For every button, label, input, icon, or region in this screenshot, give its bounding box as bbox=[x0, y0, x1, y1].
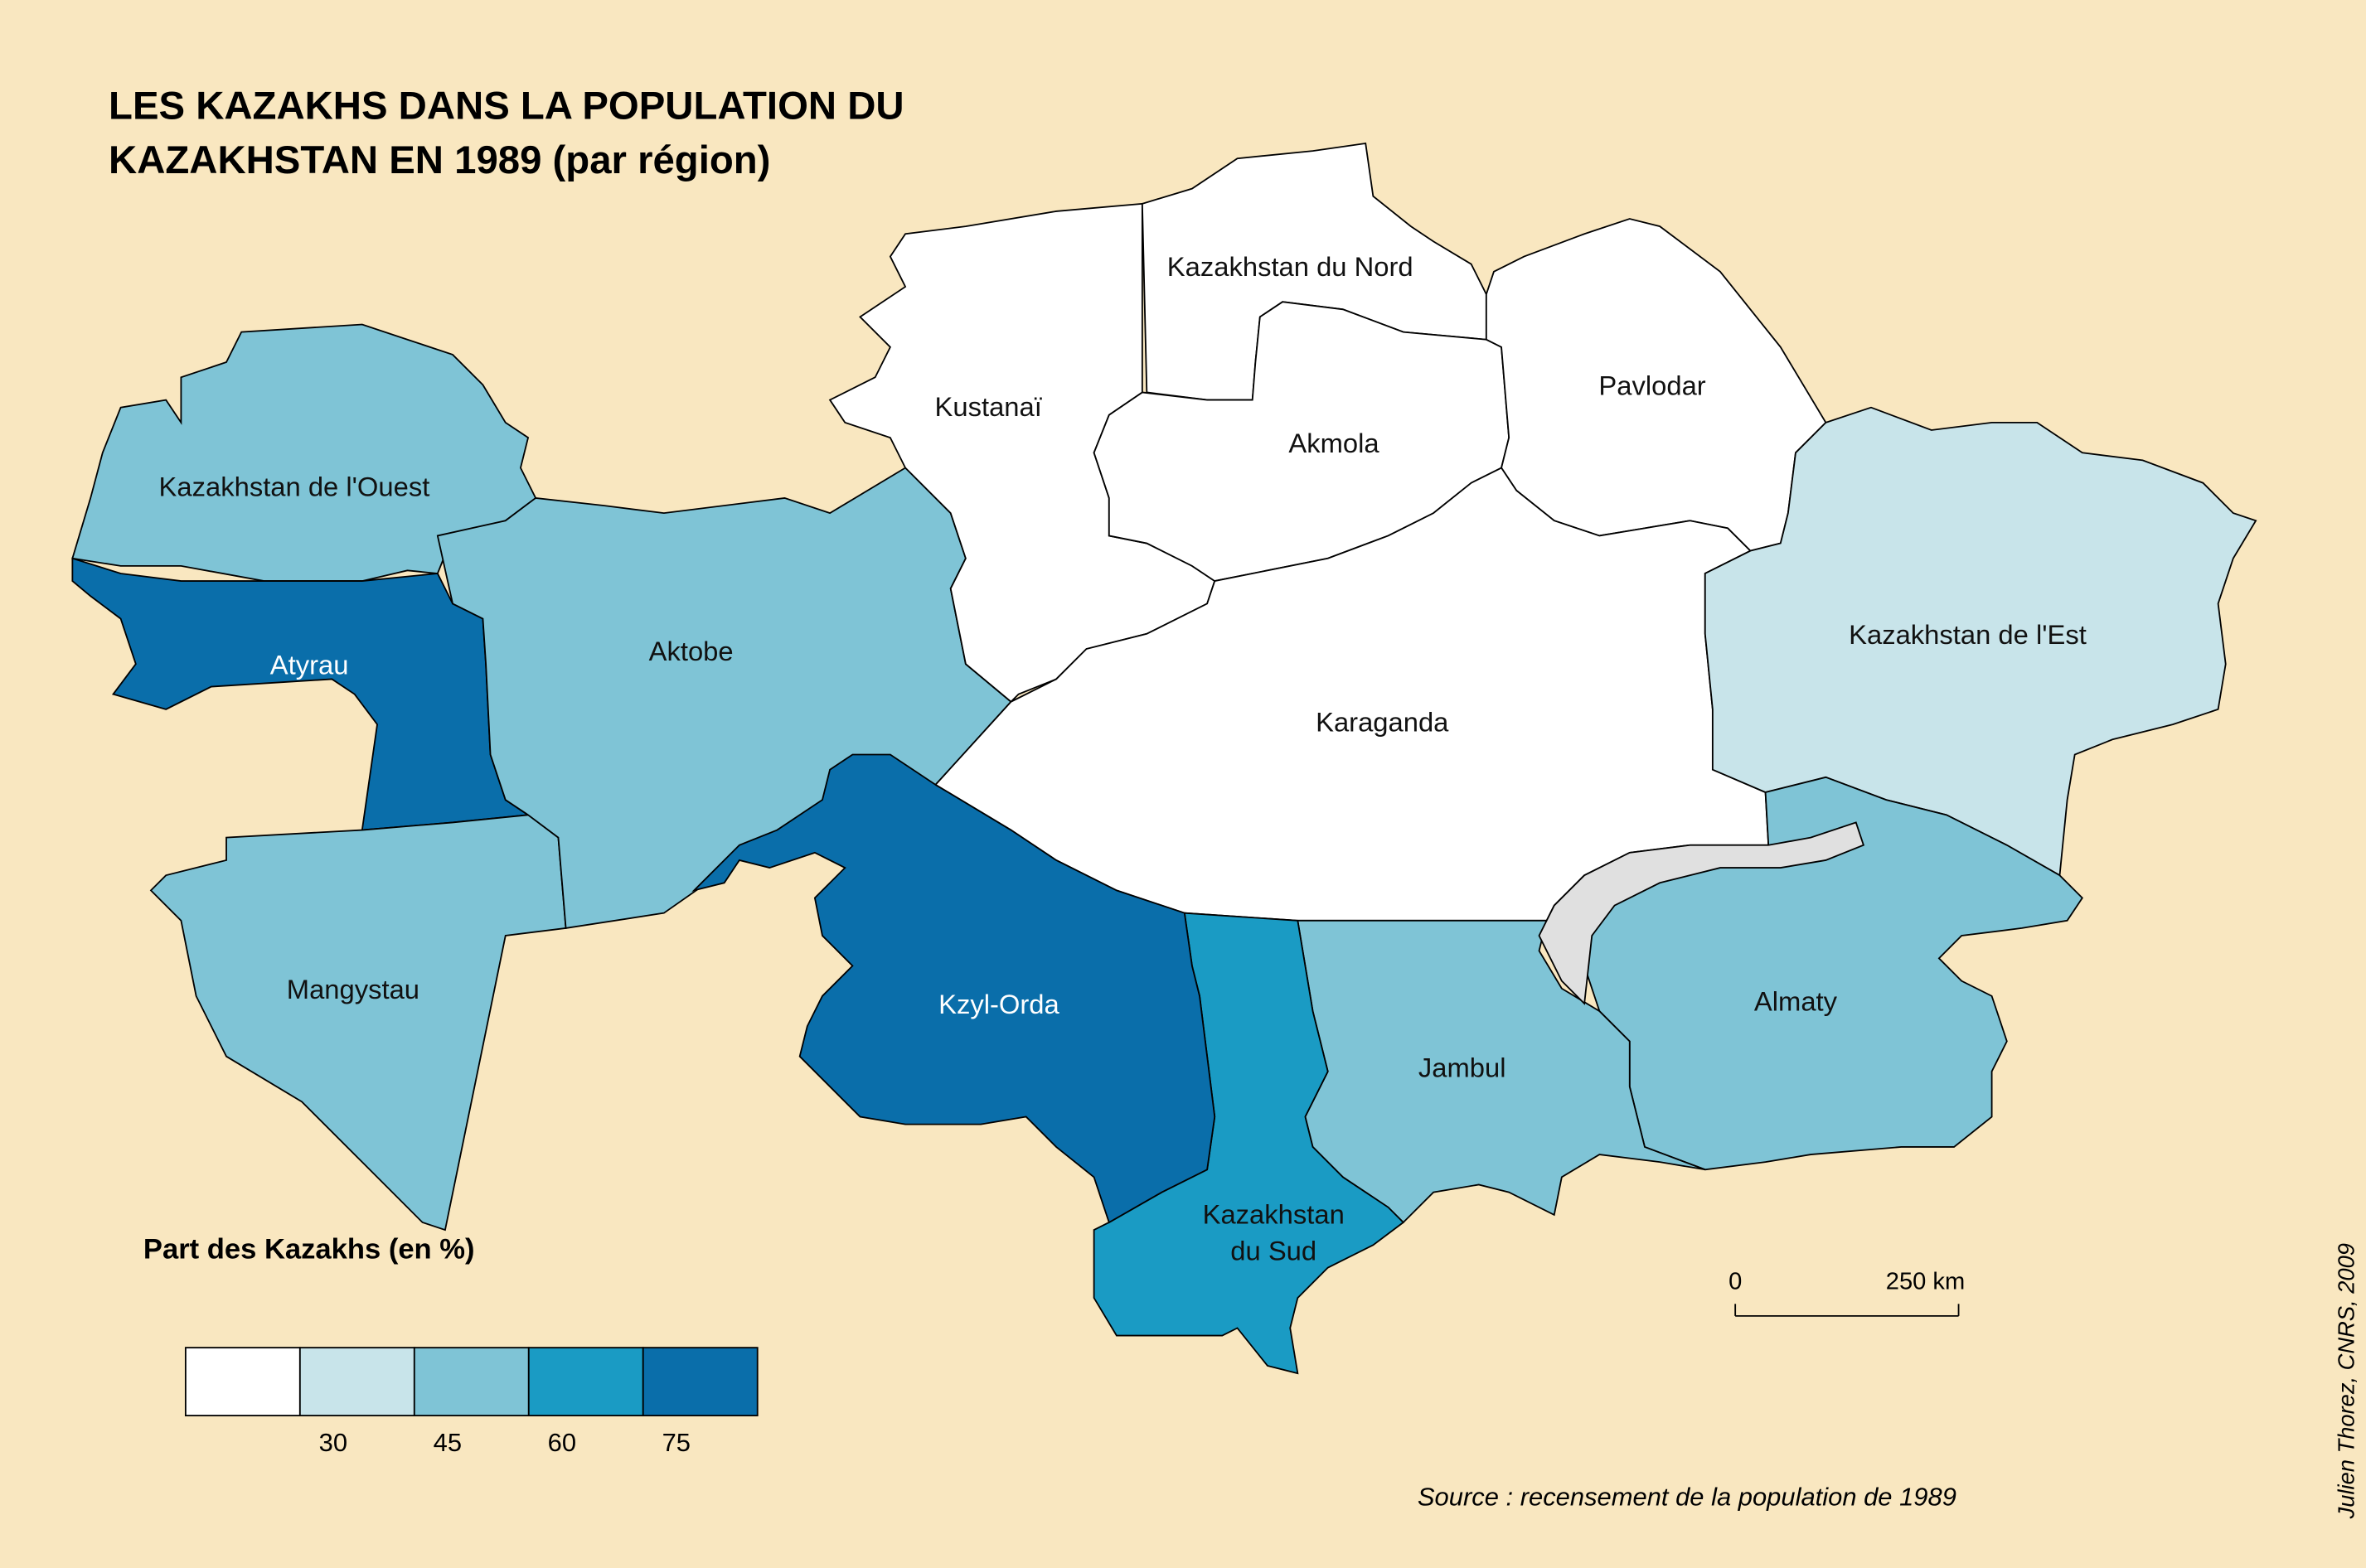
map-title: KAZAKHSTAN EN 1989 (par région) bbox=[109, 138, 770, 182]
region-label: Kazakhstan du Sud bbox=[1203, 1198, 1345, 1266]
legend-swatch bbox=[298, 1347, 415, 1416]
region-label: Kustanaï bbox=[935, 391, 1043, 422]
region-label: Kzyl-Orda bbox=[938, 989, 1059, 1019]
legend-swatch bbox=[642, 1347, 759, 1416]
legend-tick-label: 75 bbox=[662, 1428, 691, 1457]
source: Source : recensement de la population de… bbox=[1418, 1482, 1956, 1511]
region-label: Pavlodar bbox=[1598, 370, 1705, 401]
region-label: Akmola bbox=[1288, 428, 1379, 458]
region-label: Karaganda bbox=[1316, 707, 1449, 738]
region bbox=[691, 753, 1216, 1224]
legend-swatch bbox=[413, 1347, 530, 1416]
scale-label: 250 km bbox=[1886, 1269, 1965, 1295]
region-label: Almaty bbox=[1754, 986, 1838, 1017]
credit: Julien Thorez, CNRS, 2009 bbox=[2333, 1243, 2359, 1519]
region-label: Kazakhstan du Nord bbox=[1167, 251, 1413, 282]
region-label: Kazakhstan de l'Est bbox=[1849, 619, 2087, 650]
legend-title: Part des Kazakhs (en %) bbox=[143, 1234, 475, 1266]
region-label: Atyrau bbox=[270, 650, 349, 680]
region-label: Jambul bbox=[1418, 1053, 1506, 1083]
lake-balkhash bbox=[1538, 821, 1865, 1005]
legend-tick-label: 30 bbox=[319, 1428, 347, 1457]
scale-label: 0 bbox=[1728, 1269, 1742, 1295]
region bbox=[1704, 406, 2257, 877]
region bbox=[71, 323, 537, 582]
legend-tick-label: 60 bbox=[548, 1428, 576, 1457]
map-title: LES KAZAKHS DANS LA POPULATION DU bbox=[109, 85, 904, 128]
legend-swatch bbox=[184, 1347, 301, 1416]
legend-swatch bbox=[527, 1347, 644, 1416]
legend-tick-label: 45 bbox=[434, 1428, 462, 1457]
region-label: Aktobe bbox=[649, 636, 734, 666]
region-label: Kazakhstan de l'Ouest bbox=[159, 472, 430, 502]
region-label: Mangystau bbox=[287, 974, 419, 1004]
